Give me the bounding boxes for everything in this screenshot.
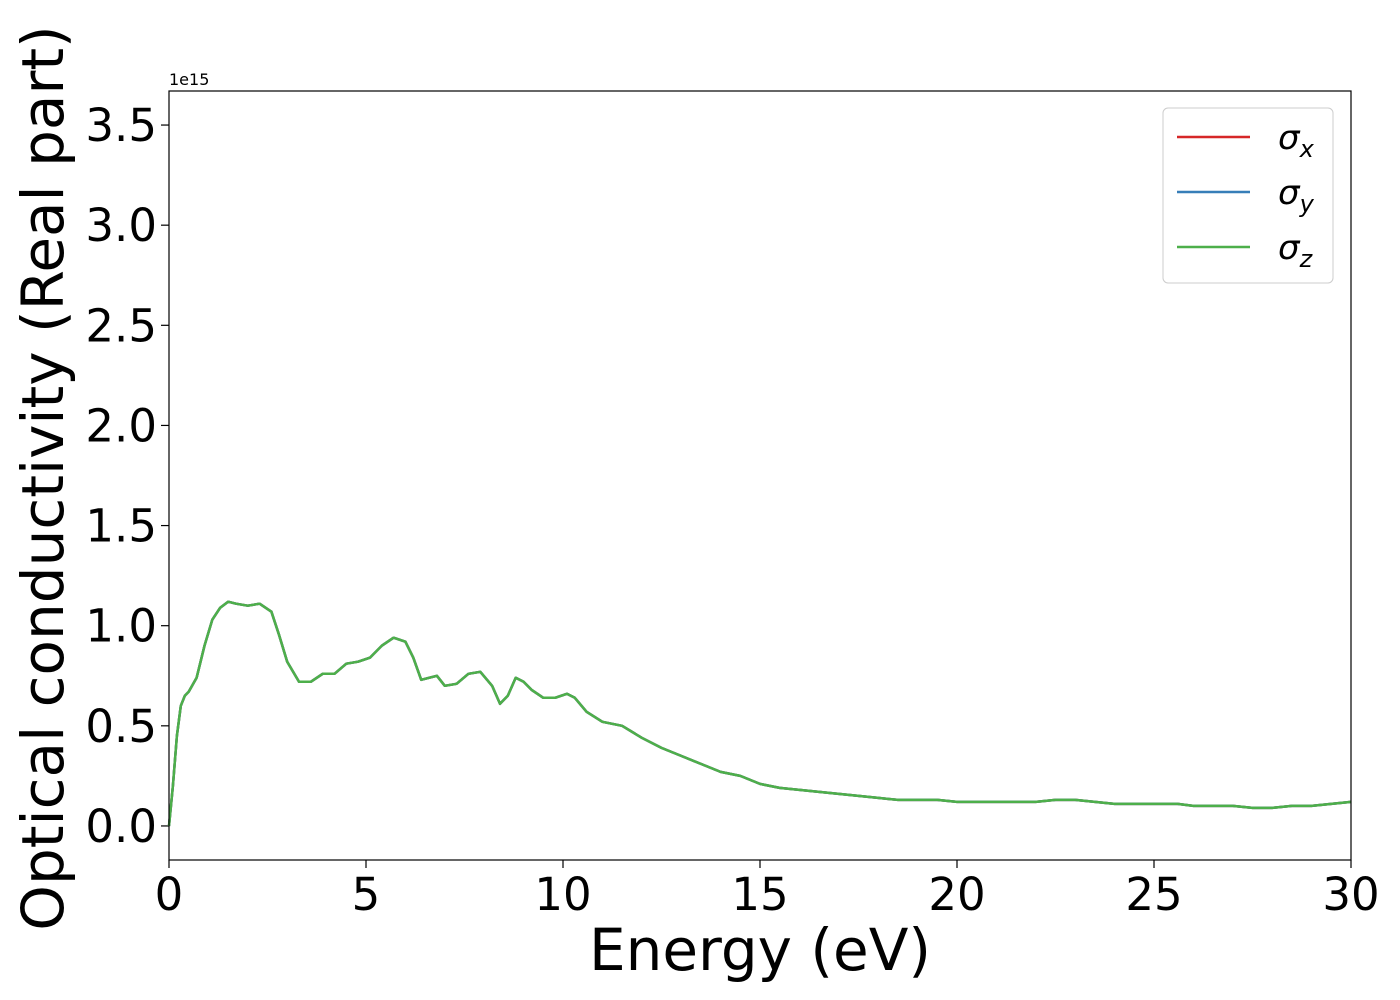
y-tick-label: 2.0 bbox=[85, 399, 157, 452]
legend-symbol: σ bbox=[1278, 118, 1301, 158]
y-tick-label: 3.5 bbox=[85, 99, 157, 152]
series-line-z bbox=[167, 600, 1352, 827]
legend-subscript: z bbox=[1299, 245, 1314, 273]
y-tick-label: 0.5 bbox=[85, 700, 157, 753]
legend-symbol: σ bbox=[1278, 173, 1301, 213]
legend-label-x: σx bbox=[1278, 118, 1315, 163]
legend-label-z: σz bbox=[1278, 228, 1314, 273]
y-offset-label: 1e15 bbox=[169, 70, 209, 89]
plot-frame bbox=[168, 90, 1352, 861]
y-tick-label: 1.5 bbox=[85, 500, 157, 553]
series-lines bbox=[167, 600, 1352, 827]
axis-ticks: 0 5 10 15 20 25 30 0.0 0.5 1.0 1.5 2.0 2.5 3.0 3.5 bbox=[85, 99, 1379, 921]
legend-subscript: x bbox=[1299, 135, 1315, 163]
y-tick-label: 2.5 bbox=[85, 299, 157, 352]
x-tick-label: 10 bbox=[534, 868, 591, 921]
legend-subscript: y bbox=[1299, 190, 1315, 218]
x-axis-label: Energy (eV) bbox=[589, 916, 931, 984]
x-tick-label: 20 bbox=[928, 868, 985, 921]
x-tick-label: 30 bbox=[1322, 868, 1379, 921]
legend-box bbox=[1162, 107, 1334, 284]
y-axis-label: Optical conductivity (Real part) bbox=[9, 25, 77, 930]
legend-symbol: σ bbox=[1278, 228, 1301, 268]
x-tick-label: 25 bbox=[1125, 868, 1182, 921]
x-tick-label: 15 bbox=[731, 868, 788, 921]
y-tick-label: 0.0 bbox=[85, 800, 157, 853]
y-tick-label: 1.0 bbox=[85, 600, 157, 653]
y-tick-label: 3.0 bbox=[85, 199, 157, 252]
x-tick-label: 5 bbox=[352, 868, 381, 921]
x-tick-label: 0 bbox=[155, 868, 184, 921]
legend-label-y: σy bbox=[1278, 173, 1315, 218]
